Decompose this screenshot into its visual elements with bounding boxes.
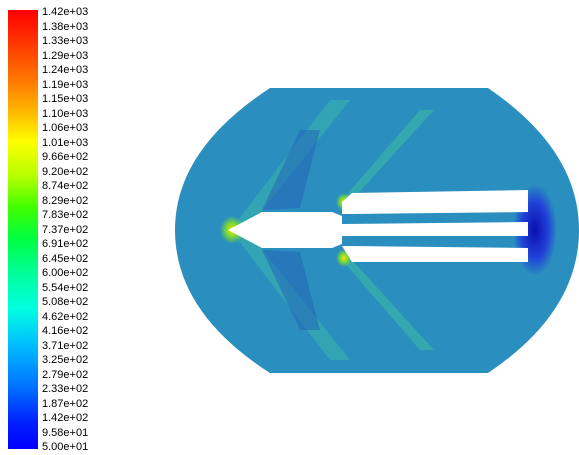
body-lower-section xyxy=(342,246,528,262)
colorbar-tick-label: 9.20e+02 xyxy=(42,165,89,178)
colorbar-tick-label: 9.66e+02 xyxy=(42,151,89,163)
colorbar-labels: 1.42e+03 1.38e+03 1.33e+03 1.29e+03 1.24e+03… xyxy=(42,6,122,453)
colorbar-tick-label: 2.33e+02 xyxy=(42,383,89,395)
colorbar-tick-label: 1.10e+03 xyxy=(42,107,89,120)
colorbar-tick-label: 7.83e+02 xyxy=(42,209,89,221)
colorbar-tick-label: 8.74e+02 xyxy=(42,180,89,192)
colorbar-tick-label: 5.54e+02 xyxy=(42,281,89,294)
colorbar-tick-label: 1.15e+03 xyxy=(42,93,89,105)
body-mid-section xyxy=(342,222,528,236)
flow-domain xyxy=(175,88,579,373)
fin-shock-upper xyxy=(342,110,434,200)
colorbar-tick-label: 5.00e+01 xyxy=(42,441,89,453)
colorbar-tick-label: 1.24e+03 xyxy=(42,64,89,76)
colorbar-tick-label: 9.58e+01 xyxy=(42,426,89,439)
colorbar-tick-label: 5.08e+02 xyxy=(42,296,89,308)
colorbar-tick-label: 2.79e+02 xyxy=(42,368,89,381)
body-nose xyxy=(228,212,342,248)
colorbar-tick-label: 6.91e+02 xyxy=(42,238,89,250)
colorbar-tick-label: 8.29e+02 xyxy=(42,194,89,207)
colorbar-tick-label: 6.00e+02 xyxy=(42,267,89,279)
body-upper-section xyxy=(342,190,528,214)
colorbar-tick-label: 1.42e+03 xyxy=(42,6,89,18)
colorbar-tick-label: 1.01e+03 xyxy=(42,136,89,149)
colorbar-gradient xyxy=(8,10,38,449)
colorbar-tick-label: 1.29e+03 xyxy=(42,49,89,62)
colorbar-tick-label: 1.06e+03 xyxy=(42,122,89,134)
colorbar-tick-label: 1.19e+03 xyxy=(42,78,89,91)
colorbar-tick-label: 3.25e+02 xyxy=(42,354,89,366)
expansion-region-lower xyxy=(262,250,320,330)
colorbar-tick-label: 4.16e+02 xyxy=(42,325,89,337)
colorbar-tick-label: 7.37e+02 xyxy=(42,223,89,236)
colorbar-tick-label: 1.42e+02 xyxy=(42,412,89,424)
colorbar-tick-label: 1.87e+02 xyxy=(42,397,89,410)
fin-shock-lower xyxy=(342,260,434,350)
colorbar-tick-label: 3.71e+02 xyxy=(42,339,89,352)
colorbar-tick-label: 1.33e+03 xyxy=(42,35,89,47)
colorbar-tick-label: 6.45e+02 xyxy=(42,252,89,265)
colorbar-tick-label: 4.62e+02 xyxy=(42,310,89,323)
expansion-region-upper xyxy=(262,130,320,210)
colorbar-tick-label: 1.38e+03 xyxy=(42,20,89,33)
